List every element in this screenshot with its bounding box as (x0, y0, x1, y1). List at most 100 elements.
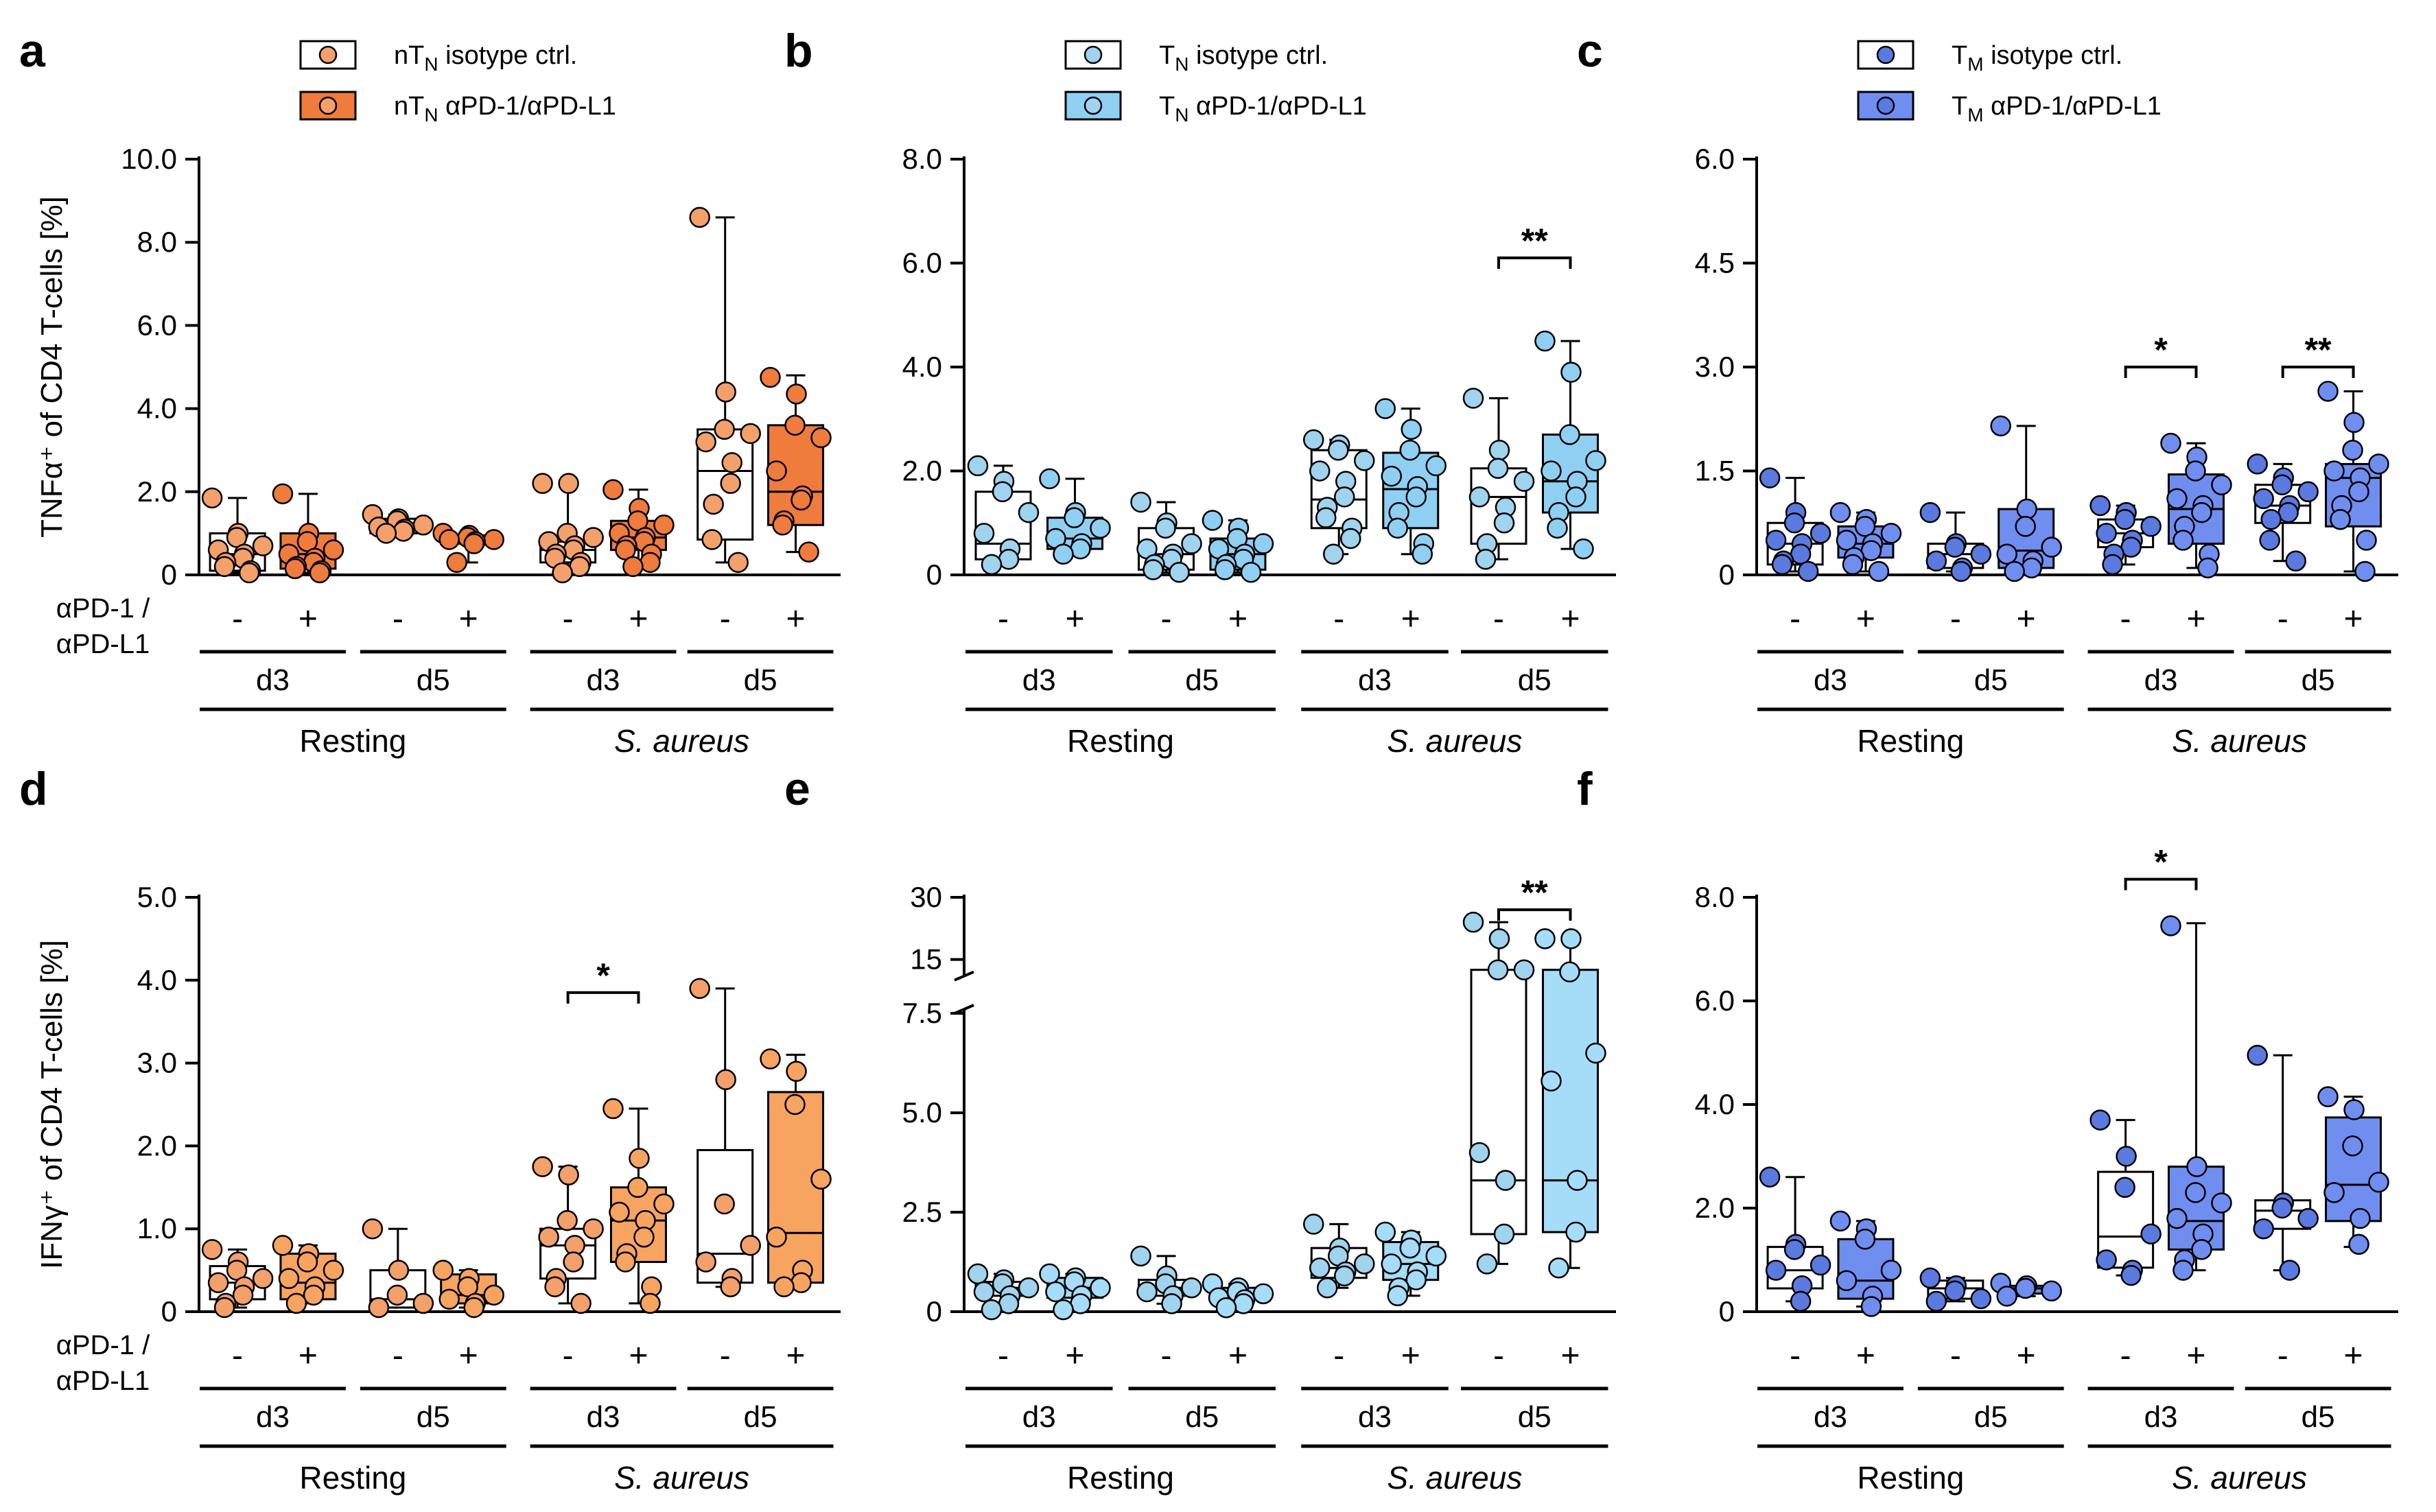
data-point (1387, 1285, 1408, 1307)
data-point (1412, 543, 1433, 565)
treatment-plus: + (2017, 601, 2036, 637)
y-tick-label: 4.0 (1695, 1088, 1735, 1120)
group-label: S. aureus (1387, 723, 1522, 759)
y-tick-label: 6.0 (1695, 984, 1735, 1017)
data-point (2342, 439, 2363, 461)
data-point (715, 381, 736, 403)
treatment-plus: + (459, 1338, 478, 1374)
data-point (532, 1156, 553, 1177)
legend-main: T (1952, 41, 1967, 70)
legend-main: nT (394, 41, 424, 70)
data-point (1759, 467, 1781, 488)
box-7 (689, 978, 761, 1298)
data-point (2173, 530, 2194, 551)
data-point (2015, 1277, 2036, 1299)
data-point (1202, 510, 1223, 531)
legend-sub: N (1175, 54, 1188, 75)
data-point (2285, 550, 2306, 572)
data-point (810, 427, 832, 449)
data-point (1810, 523, 1831, 544)
box-5 (532, 1156, 604, 1314)
group-label: S. aureus (2172, 723, 2307, 759)
y-tick-label: 0 (926, 1295, 942, 1327)
data-point (967, 455, 989, 477)
y-tick-label: 4.5 (1695, 247, 1735, 279)
data-point (627, 1177, 648, 1198)
y-tick-label: 2.0 (137, 1129, 177, 1161)
data-point (1381, 1253, 1402, 1275)
data-point (1252, 533, 1274, 554)
panel-a: a nTN isotype ctrl.nTN αPD-1/αPD-L102.04.… (19, 25, 841, 759)
data-point (1534, 330, 1556, 352)
group-label: S. aureus (2172, 1460, 2307, 1496)
y-tick-label: 4.0 (137, 392, 177, 425)
data-point (2197, 557, 2218, 579)
data-point (303, 1284, 325, 1306)
y-tick-label: 0 (1719, 1295, 1735, 1327)
data-point (1765, 1260, 1787, 1281)
legend-sub: N (424, 54, 438, 75)
legend-marker (318, 96, 338, 115)
data-point (1070, 538, 1091, 560)
treatment-plus: + (1560, 1338, 1580, 1374)
legend-sub: N (1175, 104, 1188, 126)
legend-entry-treated: TM αPD-1/αPD-L1 (1857, 91, 2162, 126)
data-point (284, 558, 306, 580)
data-point (1018, 501, 1040, 523)
data-point (2021, 557, 2042, 579)
treatment-plus: + (786, 1338, 806, 1374)
data-point (720, 473, 741, 494)
data-point (2323, 1182, 2345, 1203)
treatment-minus: - (232, 1338, 243, 1374)
box-5 (2089, 1109, 2162, 1286)
treatment-minus: - (393, 1338, 403, 1374)
data-point (2004, 560, 2025, 582)
data-point (1425, 1245, 1447, 1267)
data-point (760, 366, 781, 388)
treatment-plus: + (1401, 1338, 1420, 1374)
day-label: d5 (417, 1400, 450, 1434)
data-point (1559, 424, 1580, 445)
legend-sub: M (1967, 54, 1983, 75)
box-3 (362, 1218, 434, 1319)
data-point (1232, 1293, 1254, 1314)
y-tick-label: 6.0 (902, 247, 942, 279)
treatment-minus: - (1493, 601, 1504, 637)
data-point (1919, 1267, 1941, 1289)
y-tick-label: 10.0 (121, 143, 177, 175)
legend-label: TN αPD-1/αPD-L1 (1159, 92, 1367, 126)
box-8 (1534, 330, 1606, 560)
treatment-plus: + (1856, 601, 1875, 637)
data-point (653, 1193, 675, 1215)
data-point (1399, 439, 1420, 461)
legend-swatch (299, 40, 357, 70)
data-point (557, 1209, 578, 1231)
data-point (1468, 486, 1490, 508)
box-2 (1829, 1210, 1902, 1317)
box-8 (2317, 1086, 2389, 1255)
data-point (981, 1299, 1003, 1321)
treatment-minus: - (998, 601, 1009, 637)
data-point (1783, 1239, 1805, 1260)
data-point (1161, 1293, 1182, 1314)
day-label: d3 (1358, 1400, 1392, 1434)
box-5 (1303, 429, 1375, 565)
data-point (285, 1292, 307, 1314)
day-label: d5 (1185, 663, 1219, 697)
day-label: d5 (2302, 663, 2335, 697)
group-label: Resting (1067, 723, 1174, 759)
data-point (1790, 1290, 1812, 1312)
treatment-minus: - (563, 1338, 574, 1374)
data-point (1381, 465, 1402, 487)
treatment-plus: + (1065, 601, 1084, 637)
data-point (2260, 508, 2282, 530)
data-point (1868, 560, 1890, 582)
data-point (1842, 554, 1864, 576)
legend-entry-treated: TN αPD-1/αPD-L1 (1064, 91, 1367, 126)
data-point (2271, 1197, 2293, 1219)
y-tick-label: 0 (926, 558, 942, 591)
data-point (2160, 915, 2181, 936)
data-point (570, 1292, 592, 1314)
data-point (1493, 512, 1515, 534)
data-point (1323, 543, 1344, 565)
